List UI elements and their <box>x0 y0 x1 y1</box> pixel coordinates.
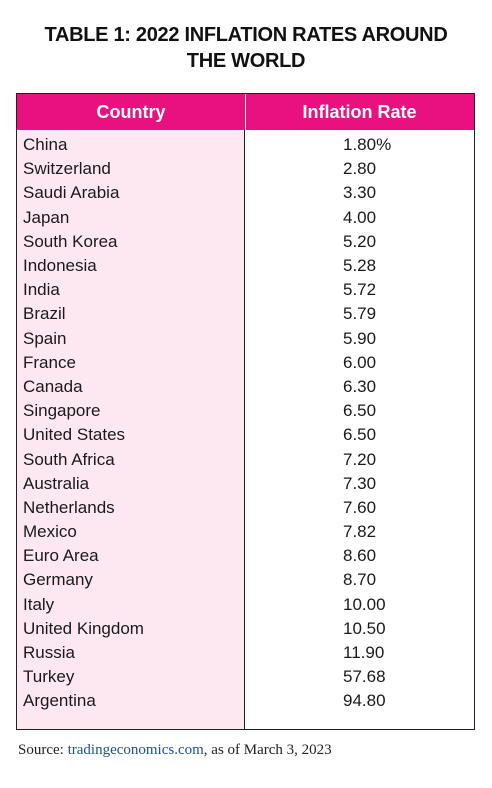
cell-country: Turkey <box>23 667 75 687</box>
cell-inflation-rate: 5.72 <box>343 280 377 300</box>
table-row: Spain 5.90 <box>17 327 474 351</box>
cell-country: France <box>23 352 76 372</box>
cell-country: Argentina <box>23 691 96 711</box>
country-column-background <box>17 130 245 729</box>
cell-inflation-rate: 57.68 <box>343 667 386 687</box>
cell-country: Switzerland <box>23 159 111 179</box>
cell-inflation-rate: 10.50 <box>343 618 386 638</box>
table-row: Switzerland 2.80 <box>17 157 474 181</box>
cell-country: Canada <box>23 376 83 396</box>
table-row: Germany 8.70 <box>17 568 474 592</box>
table-row: Canada 6.30 <box>17 375 474 399</box>
source-link[interactable]: tradingeconomics.com <box>67 742 204 758</box>
table-rows: China 1.80% Switzerland 2.80 Saudi Arabia 3.3… <box>17 133 474 714</box>
table-row: Argentina 94.80 <box>17 689 474 713</box>
cell-inflation-rate: 5.28 <box>343 256 377 276</box>
table-row: Turkey 57.68 <box>17 665 474 689</box>
cell-country: Euro Area <box>23 546 99 566</box>
table-row: Japan 4.00 <box>17 206 474 230</box>
cell-inflation-rate: 6.50 <box>343 401 377 421</box>
table-body: China 1.80% Switzerland 2.80 Saudi Arabia 3.3… <box>17 130 474 729</box>
table-row: Saudi Arabia 3.30 <box>17 181 474 205</box>
table-row: Australia 7.30 <box>17 472 474 496</box>
cell-country: Indonesia <box>23 256 97 276</box>
cell-country: Singapore <box>23 401 101 421</box>
table-row: Brazil 5.79 <box>17 302 474 326</box>
table-row: Singapore 6.50 <box>17 399 474 423</box>
cell-country: Russia <box>23 643 75 663</box>
cell-inflation-rate: 7.20 <box>343 449 377 469</box>
cell-inflation-rate: 5.20 <box>343 231 377 251</box>
table-row: South Africa 7.20 <box>17 447 474 471</box>
table-row: United States 6.50 <box>17 423 474 447</box>
cell-inflation-rate: 7.30 <box>343 473 377 493</box>
cell-country: South Africa <box>23 449 115 469</box>
header-country: Country <box>96 102 166 122</box>
cell-country: Mexico <box>23 522 77 542</box>
table-row: China 1.80% <box>17 133 474 157</box>
cell-inflation-rate: 6.50 <box>343 425 377 445</box>
source-suffix: , as of March 3, 2023 <box>203 742 332 758</box>
cell-inflation-rate: 94.80 <box>343 691 386 711</box>
table-row: United Kingdom 10.50 <box>17 617 474 641</box>
table-row: Indonesia 5.28 <box>17 254 474 278</box>
source-prefix: Source: <box>18 742 68 758</box>
header-inflation-rate: Inflation Rate <box>302 102 417 122</box>
table-title-line-1: TABLE 1: 2022 INFLATION RATES AROUND <box>44 24 448 46</box>
inflation-table: Country Inflation Rate China 1.80% Switzer… <box>16 93 475 730</box>
table-row: Euro Area 8.60 <box>17 544 474 568</box>
cell-country: Netherlands <box>23 497 115 517</box>
table-title: TABLE 1: 2022 INFLATION RATES AROUND THE… <box>0 22 492 74</box>
source-note: Source: tradingeconomics.com, as of Marc… <box>18 742 332 759</box>
cell-inflation-rate: 7.82 <box>343 522 377 542</box>
table-title-line-2: THE WORLD <box>186 50 306 72</box>
table-row: South Korea 5.20 <box>17 230 474 254</box>
cell-country: Spain <box>23 328 67 348</box>
table-row: Mexico 7.82 <box>17 520 474 544</box>
cell-country: Japan <box>23 207 70 227</box>
cell-country: Australia <box>23 473 90 493</box>
cell-inflation-rate: 11.90 <box>343 643 385 663</box>
cell-inflation-rate: 7.60 <box>343 497 377 517</box>
cell-country: Saudi Arabia <box>23 183 120 203</box>
cell-country: United Kingdom <box>23 618 144 638</box>
cell-inflation-rate: 6.00 <box>343 352 377 372</box>
cell-inflation-rate: 5.90 <box>343 328 377 348</box>
cell-inflation-rate: 1.80% <box>343 135 392 155</box>
table-header-row: Country Inflation Rate <box>17 94 474 130</box>
table-row: France 6.00 <box>17 351 474 375</box>
cell-inflation-rate: 6.30 <box>343 376 377 396</box>
table-row: India 5.72 <box>17 278 474 302</box>
cell-inflation-rate: 8.60 <box>343 546 377 566</box>
cell-inflation-rate: 2.80 <box>343 159 377 179</box>
cell-country: India <box>23 280 60 300</box>
cell-inflation-rate: 10.00 <box>343 594 386 614</box>
table-row: Netherlands 7.60 <box>17 496 474 520</box>
cell-inflation-rate: 8.70 <box>343 570 377 590</box>
cell-country: United States <box>23 425 126 445</box>
cell-inflation-rate: 5.79 <box>343 304 377 324</box>
cell-inflation-rate: 3.30 <box>343 183 377 203</box>
cell-country: China <box>23 135 68 155</box>
table-row: Italy 10.00 <box>17 593 474 617</box>
cell-country: Brazil <box>23 304 66 324</box>
header-divider <box>245 94 246 130</box>
cell-country: Italy <box>23 594 55 614</box>
table-row: Russia 11.90 <box>17 641 474 665</box>
cell-inflation-rate: 4.00 <box>343 207 377 227</box>
cell-country: South Korea <box>23 231 118 251</box>
cell-country: Germany <box>23 570 93 590</box>
